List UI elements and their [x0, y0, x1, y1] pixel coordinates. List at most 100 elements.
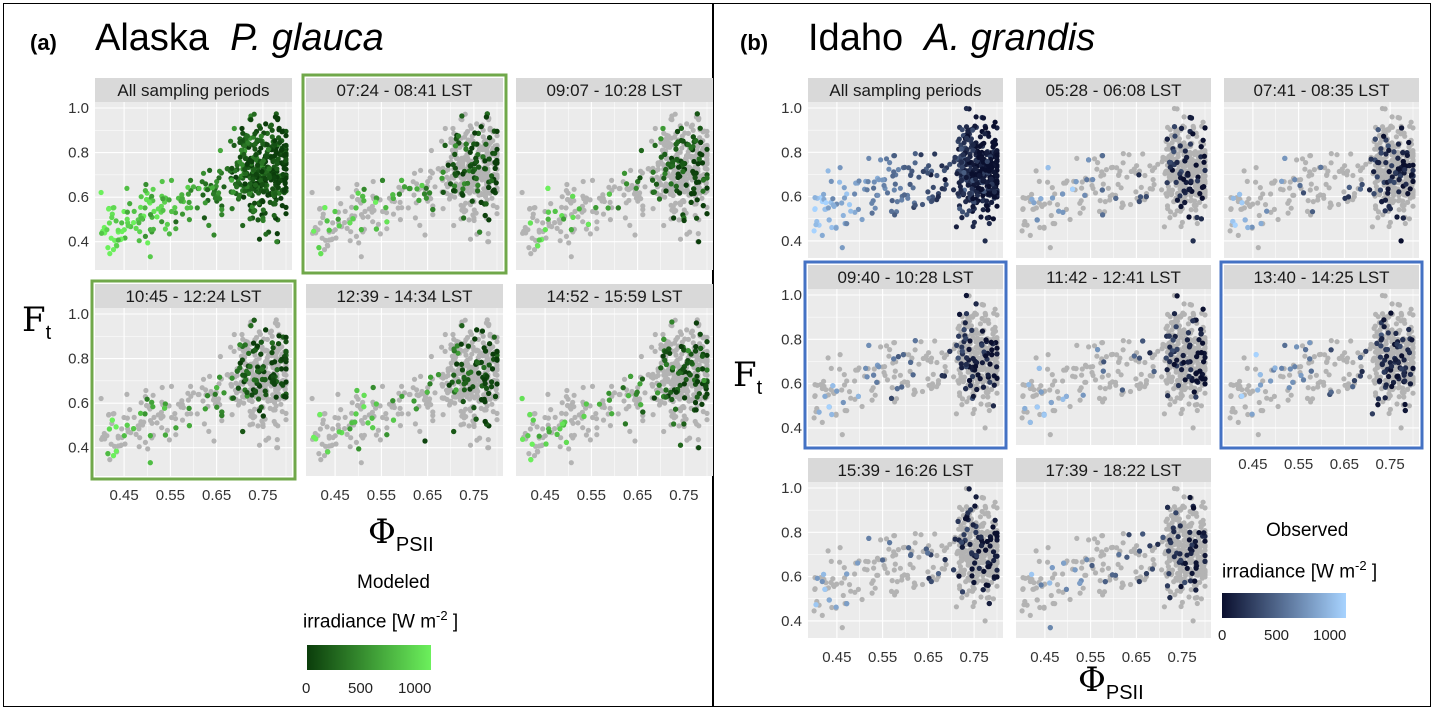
facet-a-2-point [466, 217, 472, 223]
facet-a-6-point [594, 425, 600, 431]
facet-a-4-point [196, 391, 202, 398]
facet-a-2-highlight-point [464, 180, 471, 186]
facet-a-3-point [546, 223, 552, 229]
facet-a-5-point [316, 451, 322, 457]
facet-b-1-point [918, 152, 924, 158]
facet-a-2-point [418, 167, 424, 173]
facet-b-1-point [965, 128, 971, 134]
facet-a-5-point [463, 406, 469, 412]
facet-a-3-highlight-point [652, 142, 658, 148]
facet-a-5-point [466, 423, 472, 429]
facet-a-2-highlight-point [439, 175, 445, 181]
facet-a-3-highlight-point [542, 227, 548, 233]
facet-a-1-point [159, 219, 165, 225]
facet-a-4-highlight-point [204, 393, 211, 399]
facet-a-3-point [704, 133, 710, 139]
facet-a-4-highlight-point [269, 360, 275, 366]
facet-a-6-point [704, 417, 710, 423]
facet-a-1-point [244, 161, 250, 167]
facet-a-6-highlight-point [702, 394, 708, 400]
facet-a-3-point [581, 196, 587, 202]
facet-a-2-highlight-point [322, 205, 328, 211]
facet-a-6-point [559, 410, 565, 416]
facet-a-3-point [687, 175, 694, 181]
facet-a-2-point [448, 154, 454, 160]
facet-a-6-point [690, 333, 696, 339]
facet-b-2-point [1124, 174, 1130, 180]
facet-a-2-point [342, 220, 348, 226]
facet-a-1-point [127, 201, 133, 207]
facet-a-3-point [611, 184, 618, 190]
facet-b-1-point [856, 178, 862, 184]
facet-a-3-point [548, 201, 554, 207]
facet-a-3-point [661, 222, 667, 229]
facet-a-2-point [442, 125, 448, 132]
facet-a-6-highlight-point [639, 376, 646, 382]
facet-a-4-point [241, 400, 247, 406]
facet-a-1-y-tick-label: 0.4 [68, 234, 89, 251]
facet-a-4-x-tick-label: 0.55 [156, 487, 185, 504]
facet-a-3-point [568, 254, 574, 260]
facet-a-2-point [494, 211, 500, 217]
facet-b-2-highlight-point [1177, 143, 1183, 149]
facet-a-6-point [607, 405, 613, 411]
facet-a-5-point [480, 340, 486, 346]
facet-a-6-highlight-point [581, 413, 587, 419]
facet-a-6-point [637, 396, 643, 402]
facet-a-3-highlight-point [694, 215, 700, 221]
facet-b-1-point [970, 223, 976, 230]
facet-a-2-highlight-point [401, 184, 408, 190]
facet-b-2-point [1178, 147, 1184, 153]
facet-a-3-highlight-point [697, 125, 703, 131]
facet-a-4-highlight-point [162, 405, 168, 411]
facet-a-4-highlight-point [248, 323, 254, 329]
facet-a-4-point [274, 437, 280, 443]
facet-b-2-point [1147, 186, 1153, 192]
facet-a-3-highlight-point [694, 179, 700, 185]
facet-a-1-point [260, 207, 266, 213]
facet-a-3-point [587, 231, 594, 237]
facet-a-3-highlight-point [653, 181, 660, 187]
facet-b-1-point [959, 159, 965, 165]
facet-a-5-highlight-point [489, 379, 495, 385]
facet-a-6-point [652, 348, 658, 354]
facet-a-1-point [244, 133, 250, 139]
facet-a-5-point [324, 424, 330, 430]
facet-a-5-point [338, 407, 344, 413]
facet-a-6-point [672, 414, 678, 420]
facet-a-4-point [179, 398, 185, 404]
facet-a-2-point [425, 179, 431, 185]
facet-a-1-point [256, 236, 263, 242]
facet-a-3-point [699, 195, 705, 201]
facet-a-5-point [399, 383, 405, 389]
facet-a-2-highlight-point [478, 124, 484, 130]
facet-a-4-point [229, 383, 235, 389]
facet-a-1-point [252, 141, 258, 147]
facet-a-3-point [529, 235, 535, 241]
facet-a-1-point [143, 181, 149, 188]
facet-a-6-highlight-point [662, 357, 668, 363]
facet-a-3-highlight-point [683, 182, 689, 188]
facet-a-5-point [469, 351, 475, 357]
facet-a-5-highlight-point [454, 361, 460, 367]
facet-a-1-point [158, 203, 164, 209]
facet-b-1-point [970, 147, 976, 153]
facet-a-6-highlight-point [688, 359, 695, 365]
facet-a-3-highlight-point [680, 160, 686, 166]
facet-a-1-point [277, 139, 283, 145]
facet-a-3-point [563, 205, 569, 211]
facet-a-5-point [412, 421, 418, 427]
facet-b-1-point [811, 228, 817, 234]
facet-a-2-highlight-point [445, 162, 451, 168]
facet-a-1-point [105, 245, 111, 251]
facet-a-5-point [330, 426, 336, 432]
facet-a-2-point [485, 231, 491, 237]
facet-a-6-point [652, 331, 658, 338]
facet-a-6-highlight-point [651, 395, 657, 401]
facet-b-2-point [1041, 225, 1047, 231]
facet-a-4-point [115, 443, 121, 449]
facet-b-1-point [846, 202, 853, 208]
facet-a-2-point [358, 254, 364, 260]
facet-a-3-point [665, 133, 672, 139]
facet-b-2-point [1171, 174, 1177, 181]
